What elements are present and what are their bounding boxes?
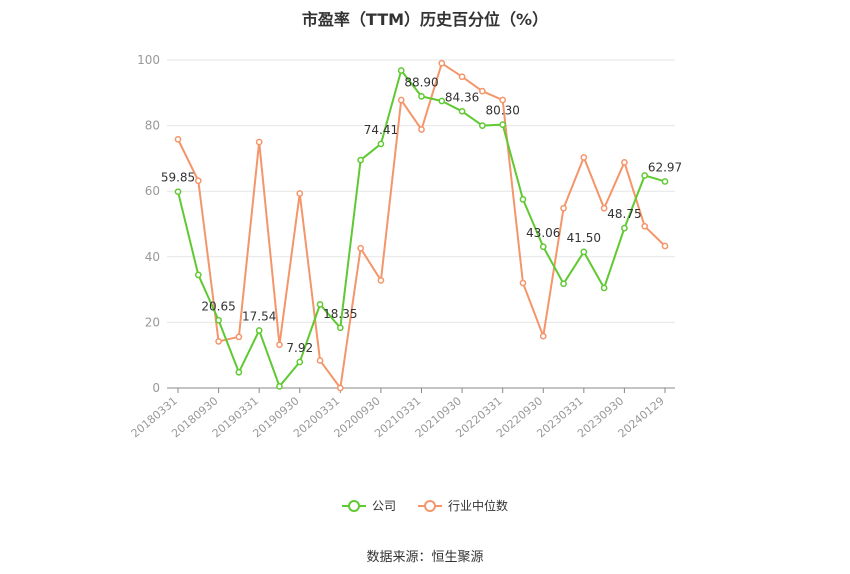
legend-item-company[interactable]: 公司 [341,497,396,514]
industry-median-point [600,204,608,212]
y-tick-label: 20 [145,315,160,329]
company-point [194,271,202,279]
y-tick-label: 100 [137,53,160,67]
industry-median-point [357,244,364,252]
industry-median-point [418,126,425,133]
company-point [621,224,628,232]
industry-median-point [194,177,202,185]
company-point [479,122,486,129]
company-point [499,121,507,128]
industry-median-line [177,62,666,389]
data-label: 62.97 [648,160,682,174]
legend-label-industry-median: 行业中位数 [448,499,509,513]
source-note: 数据来源：恒生聚源 [366,550,484,565]
data-label: 74.41 [364,123,398,137]
legend-swatch-company [341,499,366,513]
axes: 0204060801002018033120180930201903312019… [129,53,675,440]
legend-label-company: 公司 [371,499,396,513]
industry-median-point [539,332,547,340]
data-label: 48.75 [607,207,641,221]
legend: 公司 行业中位数 [0,497,850,514]
company-point [641,172,649,179]
company-point [519,196,527,203]
company-point [397,67,405,74]
industry-median-point [479,87,486,95]
legend-swatch-industry-median [418,499,442,513]
data-label: 7.92 [286,341,313,355]
y-tick-label: 80 [145,119,160,133]
data-label: 88.90 [404,75,438,89]
company-point [235,368,243,376]
industry-median-point [580,154,588,161]
company-point [357,156,364,164]
series-lines [174,59,669,392]
data-labels: 59.85 20.65 17.54 7.92 18.35 74.41 88.90 84.36 8… [161,75,682,355]
company-point [296,358,304,366]
industry-median-point [377,277,385,284]
industry-median-point [296,190,304,197]
grid-lines [167,59,675,323]
industry-median-point [458,73,466,81]
company-point [661,178,669,185]
industry-median-point [397,96,405,104]
industry-median-point [621,158,628,166]
data-label: 17.54 [242,309,276,323]
industry-median-point [661,242,669,250]
industry-median-point [641,222,649,230]
company-point [539,243,547,251]
industry-median-point [255,138,263,146]
industry-median-point [560,204,567,212]
industry-median-point [235,333,243,341]
industry-median-point [519,279,527,287]
industry-median-point [499,96,507,104]
company-point [215,316,222,324]
industry-median-point [276,341,283,349]
industry-median-point [336,384,344,392]
y-tick-label: 60 [145,184,160,198]
y-tick-label: 0 [152,381,160,395]
company-point [458,107,466,115]
company-point [377,140,385,148]
chart-title: 市盈率（TTM）历史百分位（%） [301,10,549,29]
industry-median-point [316,357,324,364]
company-point [255,327,263,334]
legend-item-industry-median[interactable]: 行业中位数 [418,497,508,514]
company-point [276,383,283,390]
company-point [316,301,324,308]
data-label: 43.06 [526,226,560,240]
company-point [580,248,588,256]
data-label: 59.85 [161,171,195,185]
data-label: 41.50 [567,231,601,245]
data-label: 80.30 [485,104,519,118]
company-point [174,188,182,196]
company-point [336,324,344,332]
company-point [438,97,446,105]
company-point [560,280,567,288]
data-label: 84.36 [445,90,479,104]
industry-median-point [438,59,446,67]
y-tick-label: 40 [145,250,160,264]
industry-median-point [215,338,222,345]
data-label: 20.65 [201,299,235,313]
company-point [418,93,425,100]
data-label: 18.35 [323,307,357,321]
industry-median-point [174,136,182,143]
company-point [600,284,608,292]
